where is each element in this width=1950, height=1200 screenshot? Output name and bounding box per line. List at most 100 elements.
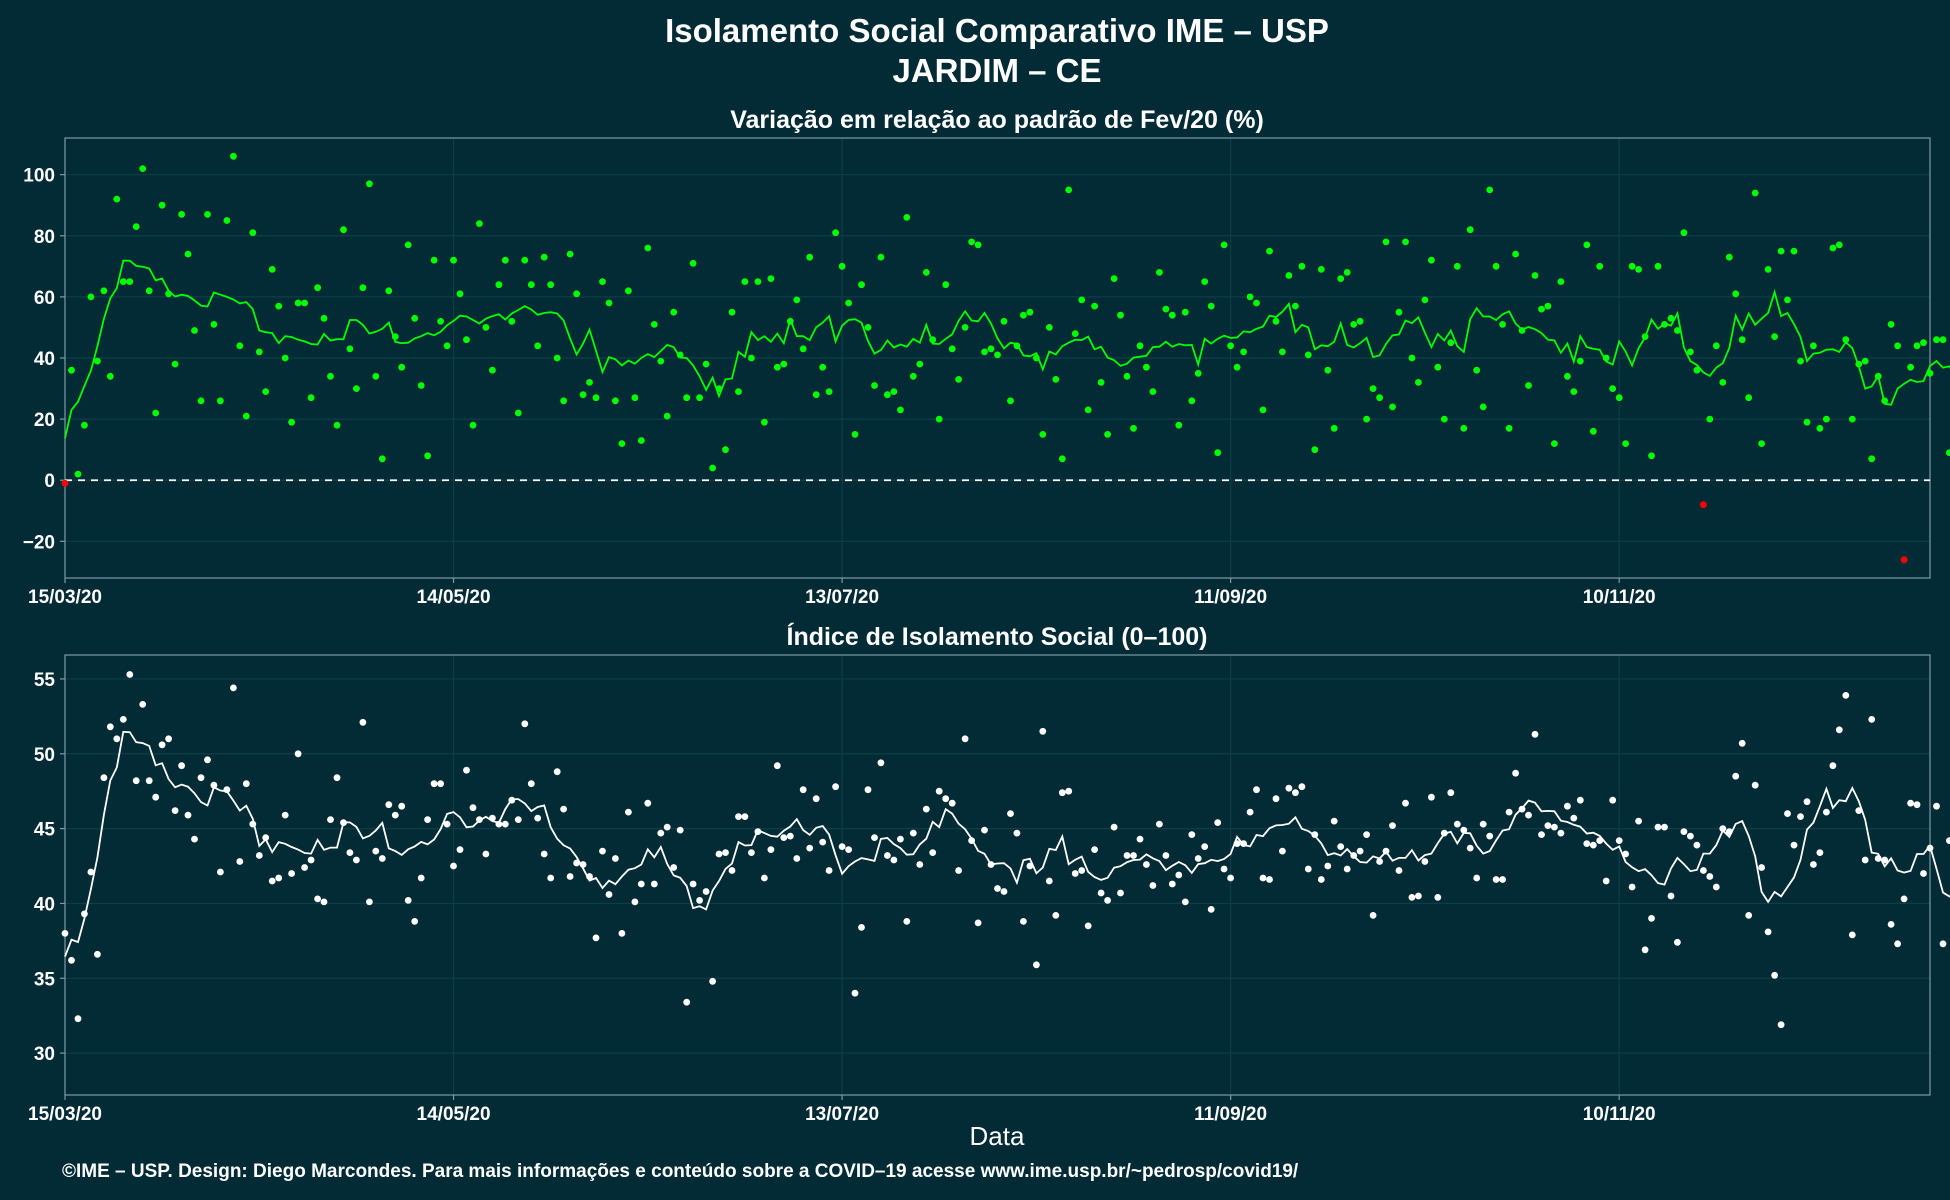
variation-point <box>1816 424 1824 432</box>
variation-point <box>1823 415 1830 423</box>
index-point <box>1428 793 1435 801</box>
index-point <box>566 873 574 880</box>
index-point <box>754 828 762 835</box>
index-point <box>683 998 691 1006</box>
variation-point <box>994 351 1001 359</box>
variation-point <box>463 336 470 344</box>
index-point <box>456 846 464 853</box>
index-point <box>1071 870 1079 877</box>
variation-point <box>1913 342 1921 350</box>
index-point <box>119 716 127 723</box>
variation-point <box>106 372 114 380</box>
index-point <box>1020 918 1027 925</box>
bottom-panel: 55 50 45 40 35 30 15/03/20 14/05/20 13/07/20 11/0… <box>28 654 1950 1125</box>
variation-point <box>275 302 283 310</box>
variation-point <box>618 440 626 447</box>
index-point <box>644 799 652 807</box>
index-point <box>301 864 308 871</box>
index-point <box>786 832 794 840</box>
variation-point <box>307 394 315 402</box>
index-point <box>1259 874 1267 882</box>
variation-point <box>935 415 943 423</box>
variation-point <box>1738 336 1746 344</box>
index-point <box>1855 807 1863 814</box>
index-point <box>1680 828 1688 835</box>
variation-point <box>566 250 574 258</box>
index-point <box>81 910 88 918</box>
variation-point <box>1356 317 1364 325</box>
variation-point <box>1376 394 1383 402</box>
index-point <box>897 835 904 843</box>
x-tick-label: 14/05/20 <box>417 1104 491 1125</box>
variation-point <box>793 296 801 304</box>
index-point <box>1615 837 1623 844</box>
variation-point <box>1615 394 1623 402</box>
variation-point <box>378 455 386 463</box>
index-point <box>158 741 166 749</box>
variation-point <box>1855 360 1863 368</box>
y-tick-label: 30 <box>34 1044 55 1065</box>
index-point <box>1842 692 1850 699</box>
index-point <box>391 811 399 819</box>
index-point <box>314 895 321 903</box>
variation-point <box>288 418 295 426</box>
variation-point <box>845 299 852 307</box>
variation-point <box>126 278 134 285</box>
variation-point <box>709 464 716 472</box>
index-point <box>845 846 852 853</box>
index-point <box>450 862 457 870</box>
index-point <box>1745 912 1753 919</box>
variation-point <box>1214 449 1222 457</box>
index-point <box>1350 852 1358 859</box>
index-point <box>1395 867 1403 874</box>
index-point <box>1622 850 1629 858</box>
index-point <box>540 850 548 858</box>
index-point <box>1589 841 1597 849</box>
index-point <box>1939 940 1947 948</box>
variation-point <box>637 437 645 444</box>
index-point <box>1706 873 1714 880</box>
index-point <box>592 934 600 942</box>
index-point <box>1168 880 1176 888</box>
index-point <box>437 780 444 788</box>
variation-point <box>1797 357 1804 365</box>
variation-point <box>1415 379 1422 386</box>
index-point <box>1835 726 1843 734</box>
variation-point <box>242 412 250 420</box>
index-point <box>262 834 270 841</box>
variation-point <box>689 259 697 267</box>
index-point <box>1272 795 1280 803</box>
index-point <box>1887 921 1895 928</box>
index-point <box>1233 840 1241 847</box>
variation-point <box>625 287 632 295</box>
index-point <box>1829 762 1837 770</box>
panel-border <box>64 654 1931 1096</box>
variation-point <box>1810 342 1817 350</box>
index-point <box>1732 772 1740 780</box>
index-point <box>696 897 703 904</box>
variation-point <box>1020 311 1027 319</box>
variation-point <box>560 397 567 405</box>
index-point <box>94 950 101 958</box>
variation-point <box>1693 366 1701 374</box>
variation-point <box>145 287 153 295</box>
variation-point <box>314 284 321 292</box>
variation-point <box>1233 363 1241 371</box>
index-point <box>1363 831 1370 838</box>
x-tick-label: 15/03/20 <box>28 1104 102 1125</box>
index-point <box>476 816 483 823</box>
index-point <box>1505 808 1513 816</box>
variation-point <box>786 317 794 325</box>
variation-point <box>178 211 186 218</box>
variation-point <box>262 388 270 395</box>
x-tick-label: 10/11/20 <box>1583 587 1656 608</box>
index-point <box>411 918 419 925</box>
index-point <box>650 880 658 888</box>
index-point <box>1894 940 1901 948</box>
variation-point <box>1628 262 1636 270</box>
variation-point <box>230 152 237 160</box>
variation-point <box>864 324 872 331</box>
variation-point <box>1732 290 1740 298</box>
index-point <box>1907 799 1914 807</box>
index-point <box>1525 811 1532 819</box>
